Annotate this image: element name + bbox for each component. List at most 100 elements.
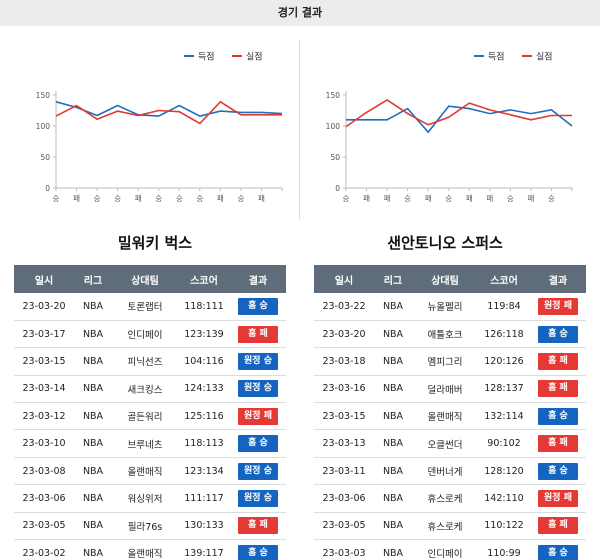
cell-score: 111:117 [178, 484, 230, 513]
cell-league: NBA [74, 429, 112, 458]
cell-league: NBA [374, 484, 412, 513]
cell-league: NBA [74, 539, 112, 560]
cell-result: 홈 승 [230, 429, 286, 458]
table-row: 23-03-15 NBA 올랜매직 132:114 홈 승 [314, 402, 586, 431]
cell-league: NBA [374, 457, 412, 486]
cell-league: NBA [374, 320, 412, 349]
x-tick-label: 승 [404, 194, 411, 203]
cell-league: NBA [74, 402, 112, 431]
cell-league: NBA [74, 484, 112, 513]
cell-result: 홈 패 [230, 512, 286, 541]
result-badge: 홈 승 [238, 297, 278, 315]
x-tick-label: 패 [73, 193, 80, 203]
section-header: 경기 결과 [0, 0, 600, 26]
cell-date: 23-03-15 [314, 402, 374, 431]
result-badge: 원정 승 [238, 489, 278, 507]
divider [299, 40, 300, 220]
y-tick-label: 0 [45, 184, 50, 193]
table-row: 23-03-08 NBA 올랜매직 123:134 원정 승 [14, 457, 286, 486]
cell-score: 132:114 [478, 402, 530, 431]
cell-league: NBA [74, 375, 112, 404]
cell-opponent: 필라76s [112, 512, 178, 541]
result-badge: 원정 패 [238, 407, 278, 425]
x-tick-label: 승 [445, 194, 452, 203]
x-tick-label: 패 [486, 193, 493, 203]
result-badge: 홈 승 [238, 544, 278, 560]
table-row: 23-03-02 NBA 올랜매직 139:117 홈 승 [14, 539, 286, 560]
cell-date: 23-03-10 [14, 429, 74, 458]
cell-league: NBA [374, 512, 412, 541]
table-header-row: 일시 리그 상대팀 스코어 결과 [314, 265, 586, 293]
table-row: 23-03-10 NBA 브루네츠 118:113 홈 승 [14, 429, 286, 458]
cell-date: 23-03-03 [314, 539, 374, 560]
cell-score: 142:110 [478, 484, 530, 513]
x-tick-label: 패 [527, 193, 534, 203]
cell-result: 홈 패 [530, 512, 586, 541]
y-tick-label: 0 [335, 184, 340, 193]
table-row: 23-03-17 NBA 인디페이 123:139 홈 패 [14, 320, 286, 349]
chart-san-antonio: 득점 실점 0 50 100 150 승 패 패 승 패 승 패 패 승 패 승 [326, 51, 573, 203]
cell-opponent: 새크킹스 [112, 375, 178, 404]
cell-opponent: 골든워리 [112, 402, 178, 431]
cell-opponent: 덜라매버 [412, 375, 478, 404]
page-title: 경기 결과 [277, 6, 323, 19]
cell-opponent: 인디페이 [112, 320, 178, 349]
cell-result: 홈 승 [230, 293, 286, 321]
cell-league: NBA [374, 347, 412, 376]
result-badge: 홈 패 [538, 352, 578, 370]
cell-opponent: 멤피그리 [412, 347, 478, 376]
col-result: 결과 [230, 265, 286, 293]
cell-score: 118:111 [178, 293, 230, 321]
y-tick-label: 50 [330, 153, 340, 162]
result-badge: 홈 패 [538, 435, 578, 453]
team-name-san-antonio: 샌안토니오 스퍼스 [387, 234, 503, 252]
cell-league: NBA [74, 457, 112, 486]
cell-opponent: 휴스로케 [412, 512, 478, 541]
col-score: 스코어 [478, 265, 530, 293]
cell-score: 110:99 [478, 539, 530, 560]
cell-opponent: 올랜매직 [412, 402, 478, 431]
cell-result: 원정 승 [230, 347, 286, 376]
cell-league: NBA [374, 293, 412, 321]
col-result: 결과 [530, 265, 586, 293]
cell-league: NBA [74, 293, 112, 321]
cell-date: 23-03-06 [14, 484, 74, 513]
result-badge: 홈 승 [238, 435, 278, 453]
cell-date: 23-03-05 [14, 512, 74, 541]
table-row: 23-03-13 NBA 오클썬더 90:102 홈 패 [314, 429, 586, 458]
team-name-milwaukee: 밀워키 벅스 [117, 234, 193, 252]
cell-league: NBA [374, 375, 412, 404]
y-tick-label: 50 [40, 153, 50, 162]
x-tick-label: 승 [155, 194, 162, 203]
col-league: 리그 [374, 265, 412, 293]
x-tick-label: 승 [94, 194, 101, 203]
cell-result: 원정 승 [230, 484, 286, 513]
cell-score: 123:134 [178, 457, 230, 486]
x-tick-label: 승 [507, 194, 514, 203]
cell-result: 홈 승 [530, 539, 586, 560]
cell-date: 23-03-13 [314, 429, 374, 458]
cell-opponent: 뉴올펠리 [412, 293, 478, 321]
cell-result: 원정 승 [230, 375, 286, 404]
table-row: 23-03-03 NBA 인디페이 110:99 홈 승 [314, 539, 586, 560]
table-row: 23-03-18 NBA 멤피그리 120:126 홈 패 [314, 347, 586, 376]
cell-league: NBA [74, 347, 112, 376]
cell-score: 120:126 [478, 347, 530, 376]
cell-score: 128:137 [478, 375, 530, 404]
table-row: 23-03-14 NBA 새크킹스 124:133 원정 승 [14, 375, 286, 404]
legend-label: 득점 [198, 51, 215, 63]
y-tick-label: 150 [326, 91, 341, 100]
x-tick-label: 패 [363, 193, 370, 203]
result-badge: 홈 패 [538, 380, 578, 398]
x-tick-label: 패 [258, 193, 265, 203]
cell-result: 홈 패 [530, 347, 586, 376]
cell-date: 23-03-20 [14, 293, 74, 321]
chart-milwaukee: 득점 실점 0 50 100 150 승 패 승 승 패 승 승 승 패 승 패 [36, 51, 283, 203]
cell-result: 원정 패 [530, 484, 586, 513]
table-row: 23-03-05 NBA 필라76s 130:133 홈 패 [14, 512, 286, 541]
cell-result: 홈 패 [530, 429, 586, 458]
x-tick-label: 패 [217, 193, 224, 203]
x-tick-label: 패 [384, 193, 391, 203]
cell-date: 23-03-18 [314, 347, 374, 376]
y-tick-label: 150 [36, 91, 51, 100]
